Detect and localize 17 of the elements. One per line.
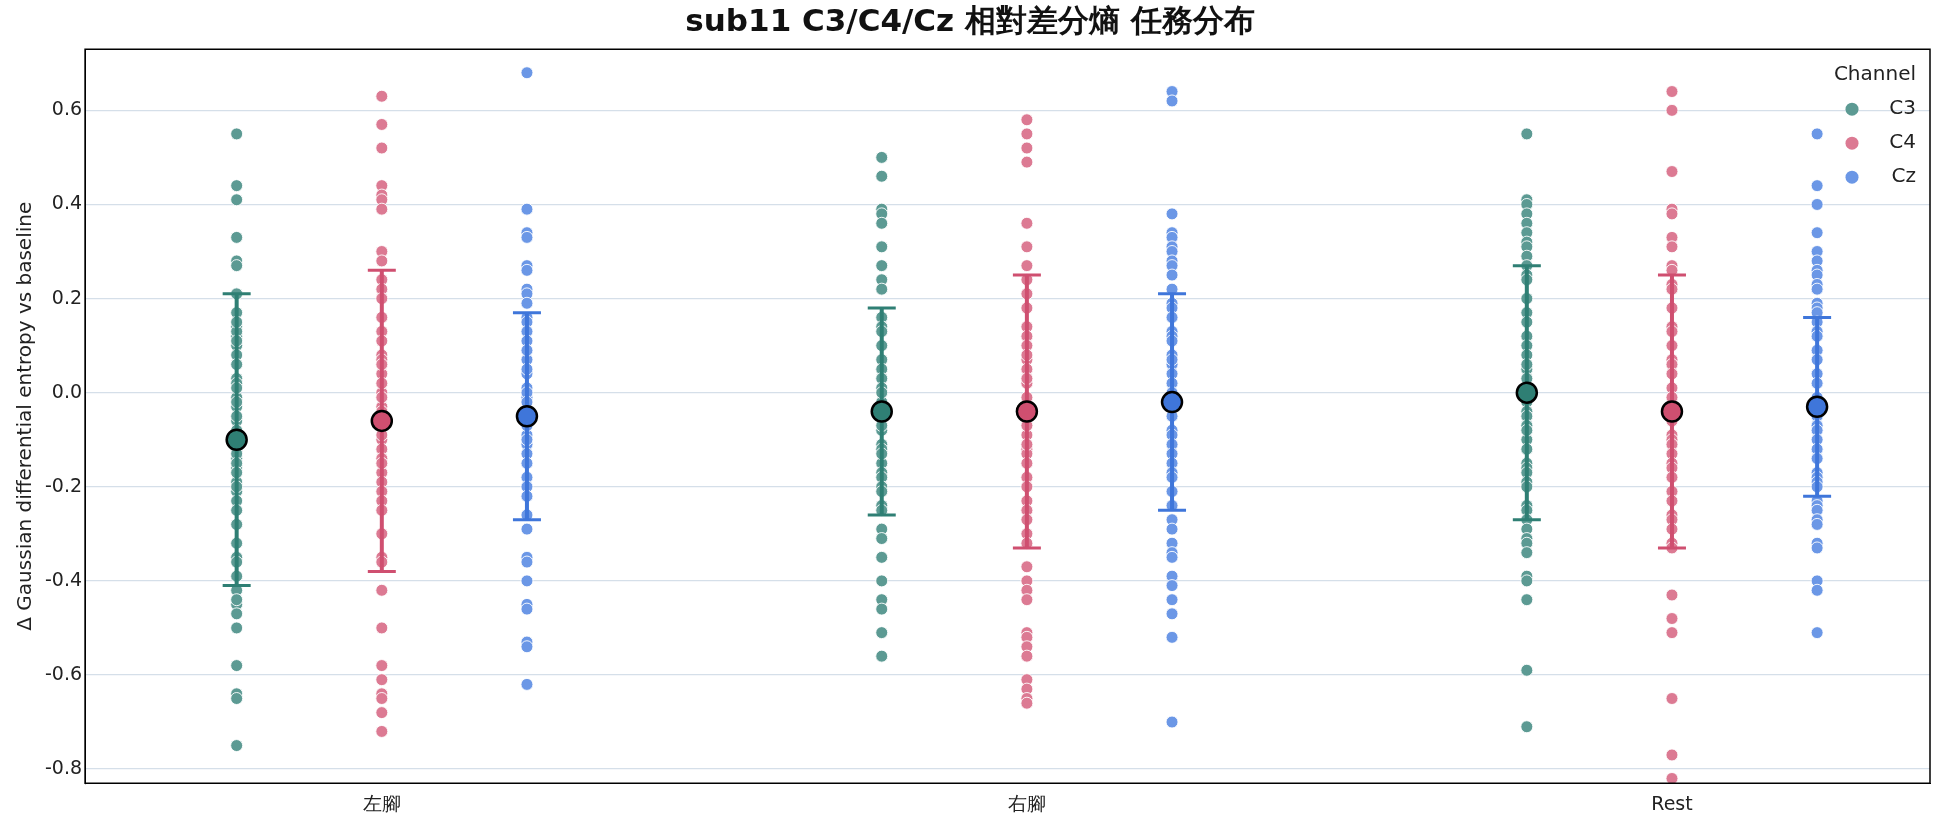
y-tick-label: 0.4 bbox=[51, 191, 83, 214]
chart-title: sub11 C3/C4/Cz 相對差分熵 任務分布 bbox=[685, 1, 1255, 38]
y-tick-label: 0.2 bbox=[51, 285, 83, 308]
y-tick-label: -0.6 bbox=[44, 661, 83, 684]
legend-label: C3 bbox=[1889, 95, 1916, 120]
x-tick-label: 左腳 bbox=[362, 791, 401, 814]
y-tick-label: 0.0 bbox=[51, 379, 83, 402]
legend-label: C4 bbox=[1889, 129, 1916, 154]
y-axis-title: Δ Gaussian differential entropy vs baseline bbox=[12, 201, 37, 631]
y-tick-label: -0.8 bbox=[44, 756, 83, 779]
y-tick-label: -0.2 bbox=[44, 473, 83, 496]
y-tick-label: 0.6 bbox=[51, 97, 83, 120]
x-tick-label: 右腳 bbox=[1007, 791, 1046, 814]
y-tick-label: -0.4 bbox=[44, 567, 83, 590]
legend-title: Channel bbox=[1833, 61, 1916, 86]
x-tick-label: Rest bbox=[1651, 791, 1693, 814]
legend-label: Cz bbox=[1891, 163, 1916, 188]
